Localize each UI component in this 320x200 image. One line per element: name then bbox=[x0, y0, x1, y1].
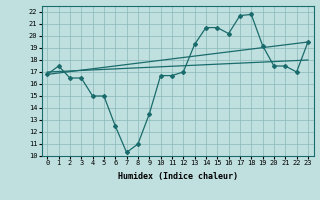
X-axis label: Humidex (Indice chaleur): Humidex (Indice chaleur) bbox=[118, 172, 237, 181]
